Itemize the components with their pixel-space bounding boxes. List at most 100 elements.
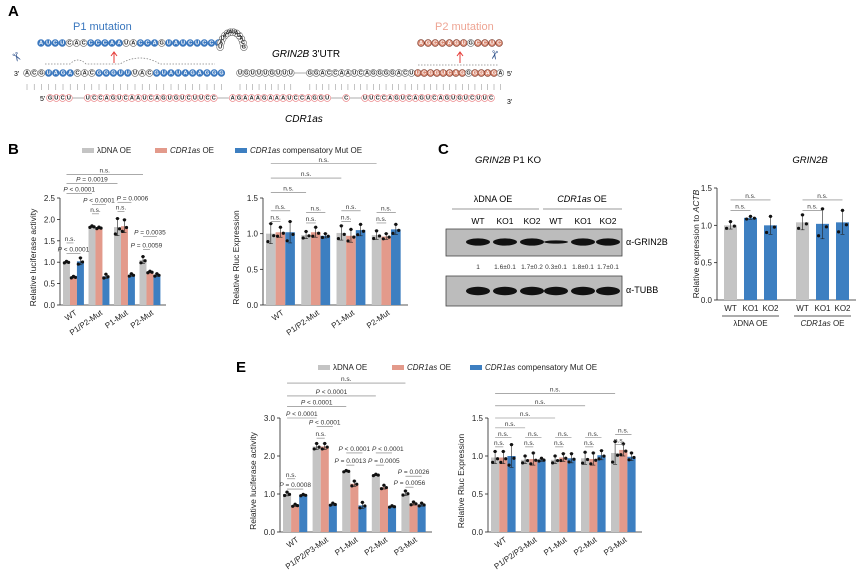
x-tick-label: P1-Mut bbox=[333, 535, 360, 558]
data-point bbox=[768, 214, 773, 218]
data-point bbox=[342, 470, 346, 474]
panel-e-letter: E bbox=[236, 359, 246, 376]
y-axis-label: Relative expression to ACTB bbox=[691, 189, 701, 298]
data-point bbox=[493, 449, 497, 454]
bar bbox=[409, 503, 418, 532]
data-point bbox=[379, 487, 384, 491]
legend-label: λDNA OE bbox=[97, 146, 131, 155]
data-point bbox=[384, 232, 388, 236]
grin2b-band bbox=[544, 240, 568, 244]
bar bbox=[88, 226, 96, 305]
nucleotide-circle bbox=[66, 69, 74, 77]
significance-label: n.s. bbox=[381, 205, 392, 212]
legend-label: CDR1as OE bbox=[407, 363, 451, 372]
nucleotide-segment: UGUUUGUUU bbox=[238, 70, 293, 76]
nucleotide-circle bbox=[481, 39, 489, 47]
data-point bbox=[817, 234, 821, 238]
nucleotide-circle bbox=[80, 69, 89, 77]
panel-c: C GRIN2B P1 KO λDNA OE CDR1as OE WT KO1 KO… bbox=[438, 141, 856, 328]
data-point bbox=[285, 239, 289, 243]
data-point bbox=[411, 500, 416, 504]
data-point bbox=[293, 502, 297, 506]
scissors-icon: ✂ bbox=[8, 49, 25, 65]
data-point bbox=[150, 270, 154, 274]
nucleotide-circle bbox=[23, 69, 31, 77]
significance-label: n.s. bbox=[745, 193, 756, 200]
p-value: = 0.0008 bbox=[284, 482, 312, 489]
nucleotide-segment: CAC bbox=[67, 40, 85, 46]
bar bbox=[499, 457, 508, 532]
nucleotide-circle bbox=[124, 69, 132, 77]
data-point bbox=[358, 222, 363, 226]
x-tick-label: P1/P2-Mut bbox=[285, 308, 322, 337]
data-point bbox=[542, 458, 546, 462]
data-point bbox=[76, 262, 80, 266]
y-axis-label: Relative luciferase activity bbox=[248, 431, 258, 530]
bar bbox=[417, 504, 426, 532]
nucleotide-circle bbox=[196, 69, 204, 77]
significance-label: P = 0.0019 bbox=[76, 176, 108, 183]
group-label-text: λDNA OE bbox=[733, 319, 767, 328]
significance-label: n.s. bbox=[286, 472, 297, 479]
x-tick-label: WT bbox=[493, 535, 508, 550]
p-value: < 0.0001 bbox=[320, 389, 348, 396]
nucleotide-circle bbox=[445, 39, 454, 47]
bar bbox=[120, 226, 128, 305]
nucleotide-circle bbox=[323, 94, 331, 102]
grin-3prime-label: 3' bbox=[14, 71, 19, 78]
bar bbox=[371, 235, 382, 305]
bar bbox=[95, 227, 103, 305]
nucleotide-circle bbox=[58, 39, 66, 47]
significance-label: n.s. bbox=[588, 431, 599, 438]
data-point bbox=[553, 454, 557, 458]
data-point bbox=[597, 457, 601, 461]
bar bbox=[291, 505, 300, 532]
band-label-tubb: α-TUBB bbox=[626, 285, 658, 295]
data-point bbox=[409, 503, 413, 507]
bar bbox=[597, 455, 606, 532]
data-point bbox=[320, 447, 324, 451]
bar bbox=[114, 227, 121, 305]
p-symbol: P bbox=[76, 176, 81, 183]
data-point bbox=[585, 457, 590, 462]
data-point bbox=[361, 229, 366, 233]
data-point bbox=[391, 231, 395, 235]
data-point bbox=[564, 456, 568, 460]
bar bbox=[401, 493, 410, 532]
p-value: < 0.0001 bbox=[313, 419, 341, 426]
panel-a-letter: A bbox=[8, 3, 19, 20]
p1-mutation-label: P1 mutation bbox=[73, 21, 132, 33]
data-point bbox=[567, 460, 571, 464]
significance-label: n.s. bbox=[315, 431, 326, 438]
band-quantification: 0.3±0.1 bbox=[545, 264, 567, 271]
legend-swatch bbox=[82, 148, 94, 153]
bar bbox=[299, 495, 308, 532]
data-point bbox=[772, 225, 777, 229]
legend-swatch bbox=[470, 365, 482, 370]
data-point bbox=[347, 469, 351, 473]
significance-label: n.s. bbox=[494, 440, 505, 447]
bar bbox=[328, 504, 337, 532]
nucleotide-circle bbox=[138, 69, 146, 77]
legend-label-text: compensatory Mut OE bbox=[515, 363, 597, 372]
data-point bbox=[115, 216, 120, 221]
data-point bbox=[346, 239, 350, 243]
bar bbox=[521, 459, 530, 532]
data-point bbox=[291, 232, 295, 236]
rna-sequences: AUCUCACCCCAAUACCAGUAUCUCCCAGCCAGUGCCUCAC… bbox=[23, 28, 505, 102]
lane-label: KO1 bbox=[496, 216, 513, 226]
data-point bbox=[352, 235, 356, 239]
significance-label: n.s. bbox=[65, 236, 76, 243]
bar bbox=[836, 222, 849, 300]
p-symbol: P bbox=[309, 419, 314, 426]
significance-label: P = 0.0056 bbox=[394, 480, 426, 487]
lane-label: KO2 bbox=[523, 216, 540, 226]
nucleotide-circle bbox=[51, 39, 59, 47]
bar bbox=[551, 459, 560, 532]
significance-label: P < 0.0001 bbox=[83, 197, 115, 204]
nucleotide-segment: A bbox=[498, 70, 502, 76]
tubb-band bbox=[466, 286, 490, 296]
bar bbox=[537, 459, 546, 532]
nucleotide-circle bbox=[44, 39, 52, 47]
data-point bbox=[78, 256, 83, 260]
